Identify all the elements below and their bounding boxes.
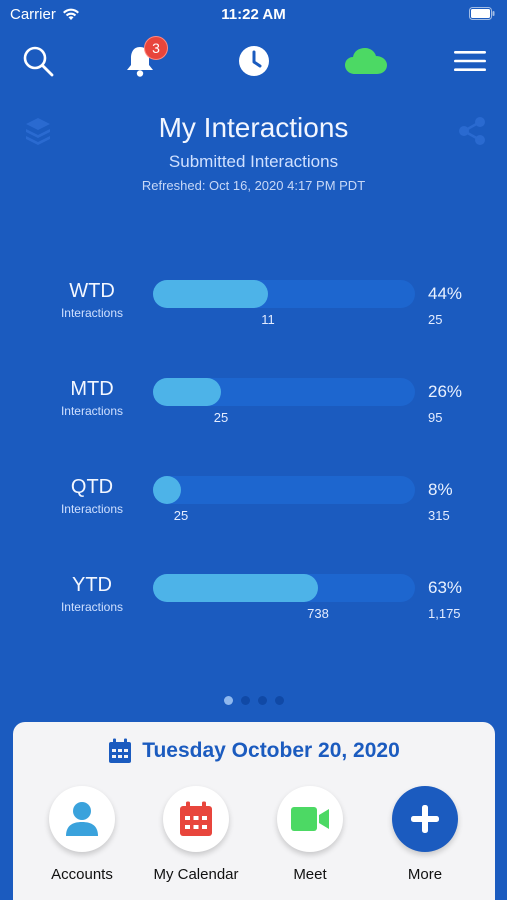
clock-icon (239, 46, 269, 76)
metric-percent: 44% (428, 284, 463, 303)
page-dot[interactable] (274, 696, 284, 705)
calendar-icon (180, 801, 212, 836)
status-left: Carrier (10, 6, 80, 23)
current-date: Tuesday October 20, 2020 (142, 739, 400, 762)
metric-value: 25 (173, 508, 189, 523)
progress-track (153, 574, 415, 602)
sync-button[interactable] (344, 36, 388, 86)
metric-name: WTD (69, 280, 115, 302)
accounts-button[interactable] (49, 786, 115, 852)
metric-percent: 63% (428, 578, 463, 597)
metric-name: YTD (72, 574, 112, 596)
status-time: 11:22 AM (221, 6, 286, 23)
search-icon (23, 46, 54, 77)
quick-actions-card: Tuesday October 20, 2020 Accounts (13, 722, 495, 900)
metric-subtitle: Interactions (60, 502, 124, 516)
plus-icon (411, 805, 439, 833)
my-calendar-button[interactable] (163, 786, 229, 852)
progress-track (153, 280, 415, 308)
more-button[interactable] (392, 786, 458, 852)
page-dot[interactable] (240, 696, 250, 705)
metric-row-mtd: MTD Interactions 26% 25 95 (0, 378, 507, 438)
toolbar: 3 (0, 36, 507, 88)
progress-track (153, 378, 415, 406)
share-button[interactable] (458, 116, 486, 151)
metric-name: MTD (70, 378, 114, 400)
metric-total: 315 (428, 508, 450, 523)
progress-fill (153, 476, 181, 504)
progress-fill (153, 574, 318, 602)
progress-fill (153, 378, 221, 406)
metric-name: QTD (70, 476, 114, 498)
layers-icon (26, 118, 50, 145)
metric-value: 11 (261, 312, 275, 327)
progress-fill (153, 280, 268, 308)
refreshed-timestamp: Refreshed: Oct 16, 2020 4:17 PM PDT (141, 178, 366, 193)
person-icon (66, 802, 98, 836)
metric-total: 1,175 (428, 606, 461, 621)
more-action[interactable]: More (370, 786, 480, 883)
page-subtitle: Submitted Interactions (168, 152, 339, 171)
header: My Interactions Submitted Interactions R… (0, 112, 507, 193)
metric-percent: 26% (428, 382, 463, 401)
history-button[interactable] (232, 36, 276, 86)
metric-row-ytd: YTD Interactions 63% 738 1,175 (0, 574, 507, 634)
battery-icon (469, 7, 495, 24)
meet-label: Meet (293, 866, 327, 883)
metric-subtitle: Interactions (60, 404, 124, 418)
metric-total: 95 (428, 410, 443, 425)
page-dot[interactable] (223, 696, 233, 705)
accounts-action[interactable]: Accounts (27, 786, 137, 883)
carrier-label: Carrier (10, 6, 56, 23)
metric-value: 738 (307, 606, 329, 621)
metric-row-wtd: WTD Interactions 44% 11 25 (0, 280, 507, 340)
metric-subtitle: Interactions (60, 306, 124, 320)
share-icon (459, 117, 485, 145)
calendar-action[interactable]: My Calendar (141, 786, 251, 883)
video-icon (291, 807, 329, 831)
menu-button[interactable] (448, 36, 492, 86)
more-label: More (407, 866, 443, 883)
metric-total: 25 (428, 312, 443, 327)
notifications-button[interactable]: 3 (118, 36, 168, 86)
notification-badge: 3 (144, 36, 168, 60)
accounts-label: Accounts (51, 866, 113, 883)
date-header: Tuesday October 20, 2020 (13, 738, 495, 764)
my-calendar-label: My Calendar (153, 866, 239, 883)
page-title: My Interactions (158, 112, 349, 143)
hamburger-icon (454, 51, 486, 71)
progress-track (153, 476, 415, 504)
meet-button[interactable] (277, 786, 343, 852)
metric-subtitle: Interactions (60, 600, 124, 614)
layers-button[interactable] (24, 116, 52, 151)
status-bar: Carrier 11:22 AM (0, 0, 507, 30)
search-button[interactable] (16, 36, 60, 86)
metric-value: 25 (213, 410, 229, 425)
page-dot[interactable] (257, 696, 267, 705)
metric-percent: 8% (428, 480, 453, 499)
meet-action[interactable]: Meet (255, 786, 365, 883)
calendar-icon (109, 738, 132, 763)
cloud-icon (345, 48, 387, 74)
page-indicator[interactable] (0, 696, 507, 705)
metric-row-qtd: QTD Interactions 8% 25 315 (0, 476, 507, 536)
wifi-icon (62, 8, 79, 20)
